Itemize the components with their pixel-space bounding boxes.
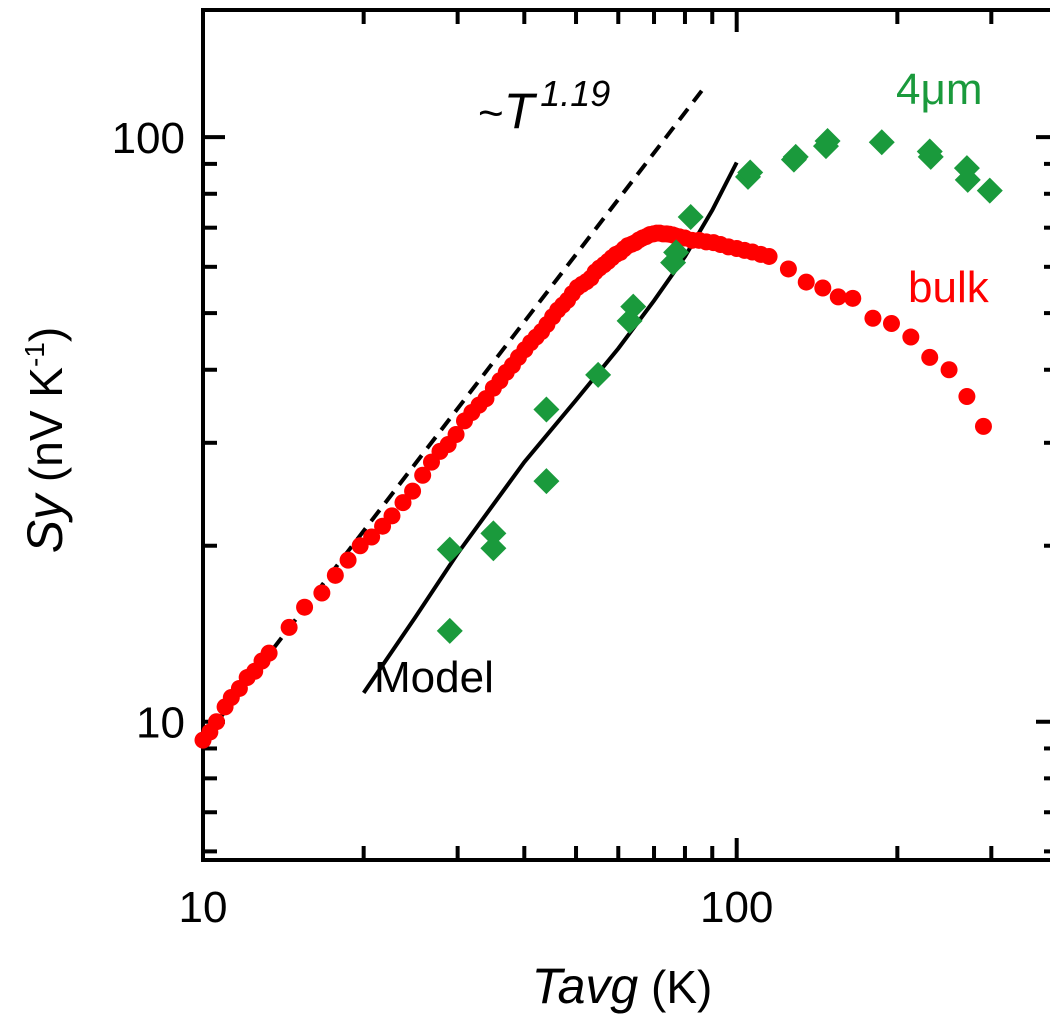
bulk-point bbox=[882, 314, 900, 332]
bulk-point bbox=[829, 288, 847, 306]
bulk-point bbox=[974, 417, 992, 435]
film-point bbox=[917, 143, 944, 170]
y-axis-label-sup: -1 bbox=[19, 342, 50, 367]
bulk-point bbox=[394, 494, 412, 512]
bulk-point bbox=[326, 566, 344, 584]
bulk-point bbox=[797, 273, 815, 291]
film-point bbox=[660, 249, 687, 276]
bulk-point bbox=[844, 289, 862, 307]
bulk-point bbox=[414, 466, 432, 484]
film-point bbox=[533, 396, 560, 423]
bulk-point bbox=[760, 247, 778, 265]
film-point bbox=[814, 127, 841, 154]
bulk-label: bulk bbox=[908, 263, 990, 312]
tick-labels: 10 100 10 100 bbox=[112, 114, 774, 932]
bulk-point bbox=[280, 618, 298, 636]
y-axis-label-end: ) bbox=[20, 327, 72, 342]
power-law-prefix: ~ bbox=[478, 89, 504, 138]
power-law-italic: T bbox=[504, 83, 538, 139]
bulk-point bbox=[902, 328, 920, 346]
film-point bbox=[620, 293, 647, 320]
x-axis-label-unit: (K) bbox=[638, 961, 712, 1013]
bulk-point bbox=[363, 528, 381, 546]
x-axis-label-italic: Tavg bbox=[532, 958, 639, 1014]
axis-ticks bbox=[201, 10, 1050, 860]
power-law-annotation: ~T 1.19 bbox=[478, 73, 610, 139]
bulk-point bbox=[296, 598, 314, 616]
x-axis-label: Tavg (K) bbox=[532, 958, 713, 1014]
bulk-point bbox=[864, 309, 882, 327]
bulk-point bbox=[447, 425, 465, 443]
x-tick-label: 100 bbox=[700, 883, 773, 932]
y-tick-label: 100 bbox=[112, 114, 185, 163]
bulk-point bbox=[940, 361, 958, 379]
film-point bbox=[782, 143, 809, 170]
bulk-point bbox=[313, 584, 331, 602]
y-axis-label-italic: Sy bbox=[17, 492, 73, 553]
plot-frame bbox=[201, 8, 1050, 862]
bulk-point bbox=[208, 713, 226, 731]
model-label: Model bbox=[374, 653, 494, 702]
y-tick-label: 10 bbox=[136, 699, 185, 748]
film-label: 4μm bbox=[896, 65, 982, 114]
film-point bbox=[677, 204, 704, 231]
film-point bbox=[585, 361, 612, 388]
bulk-point bbox=[339, 551, 357, 569]
film-series bbox=[436, 127, 1003, 644]
bulk-point bbox=[260, 644, 278, 662]
film-point bbox=[954, 166, 981, 193]
bulk-point bbox=[921, 348, 939, 366]
x-tick-label: 10 bbox=[179, 883, 228, 932]
bulk-point bbox=[814, 279, 832, 297]
film-point bbox=[868, 129, 895, 156]
bulk-point bbox=[779, 260, 797, 278]
film-point bbox=[436, 617, 463, 644]
film-point bbox=[480, 520, 507, 547]
power-law-exponent: 1.19 bbox=[540, 73, 610, 114]
bulk-point bbox=[958, 388, 976, 406]
film-point bbox=[533, 468, 560, 495]
film-point bbox=[976, 177, 1003, 204]
film-point bbox=[436, 536, 463, 563]
film-point bbox=[480, 535, 507, 562]
bulk-series bbox=[194, 224, 992, 749]
bulk-point bbox=[404, 482, 422, 500]
y-axis-label: Sy (nV K-1) bbox=[17, 327, 73, 553]
film-point bbox=[663, 239, 690, 266]
film-point bbox=[737, 159, 764, 186]
bulk-point bbox=[383, 507, 401, 525]
y-axis-label-unit: (nV K bbox=[20, 367, 72, 495]
power-law-line bbox=[201, 89, 704, 742]
bulk-point bbox=[351, 537, 369, 555]
